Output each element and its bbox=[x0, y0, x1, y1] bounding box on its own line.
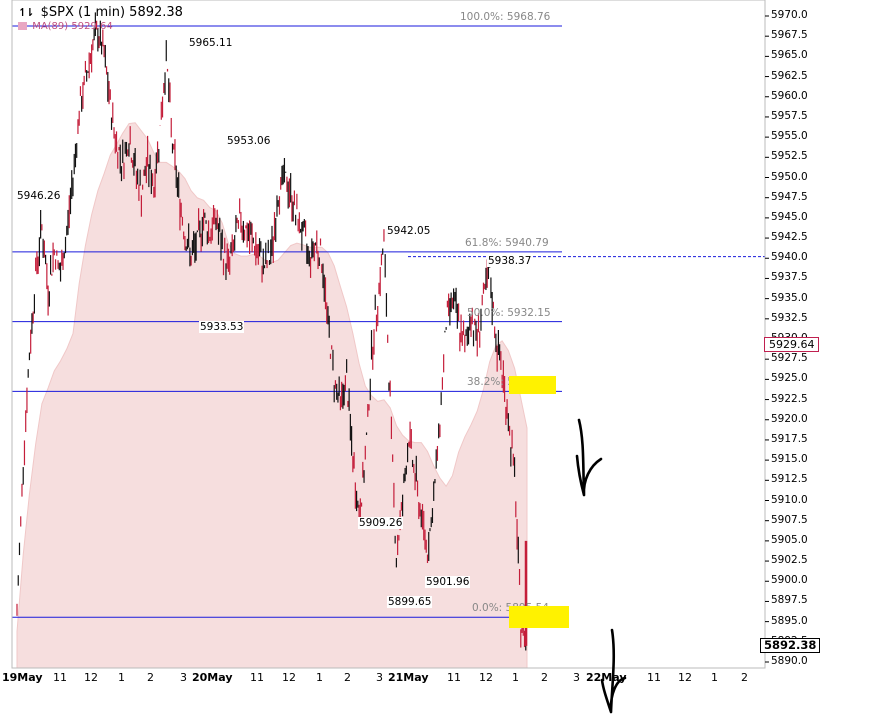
down-arrow-1 bbox=[575, 418, 603, 497]
fib-label-0: 100.0%: 5968.76 bbox=[460, 11, 551, 23]
y-tick-label: 5915.0 bbox=[771, 453, 808, 466]
x-tick-label: 3 bbox=[573, 671, 580, 684]
x-tick-label: 19May bbox=[2, 671, 43, 684]
x-tick-label: 11 bbox=[250, 671, 264, 684]
axes bbox=[11, 0, 769, 669]
x-tick-label: 11 bbox=[53, 671, 67, 684]
plot-frame bbox=[11, 0, 766, 669]
x-tick-label: 2 bbox=[541, 671, 548, 684]
y-tick-label: 5900.0 bbox=[771, 574, 808, 587]
y-tick-label: 5945.0 bbox=[771, 210, 808, 223]
x-tick-label: 12 bbox=[282, 671, 296, 684]
last-price-tag-value: 5892.38 bbox=[764, 638, 817, 652]
price-annotation: 5946.26 bbox=[16, 190, 62, 202]
price-annotation: 5909.26 bbox=[358, 517, 404, 529]
y-tick-label: 5960.0 bbox=[771, 89, 808, 102]
x-tick-label: 20May bbox=[192, 671, 233, 684]
price-annotation: 5938.37 bbox=[487, 255, 533, 267]
y-tick-label: 5890.0 bbox=[771, 655, 808, 667]
x-tick-label: 12 bbox=[479, 671, 493, 684]
price-annotation: 5933.53 bbox=[199, 321, 245, 333]
highlight-38 bbox=[509, 376, 556, 394]
ma-area bbox=[16, 122, 528, 669]
x-tick-label: 2 bbox=[741, 671, 748, 684]
y-tick-label: 5927.5 bbox=[771, 352, 808, 365]
y-tick-label: 5895.0 bbox=[771, 614, 808, 627]
chart-title: $SPX (1 min) 5892.38 bbox=[40, 5, 183, 20]
y-tick-label: 5932.5 bbox=[771, 311, 808, 324]
y-tick-label: 5907.5 bbox=[771, 513, 808, 526]
y-tick-label: 5942.5 bbox=[771, 231, 808, 244]
ma-price-tag: 5929.64 bbox=[764, 337, 819, 352]
x-tick-label: 1 bbox=[118, 671, 125, 684]
y-tick-label: 5970.0 bbox=[771, 9, 808, 21]
y-tick-label: 5922.5 bbox=[771, 392, 808, 405]
hand-drawn-arrows bbox=[575, 418, 627, 714]
y-tick-label: 5920.0 bbox=[771, 412, 808, 425]
x-tick-label: 1 bbox=[711, 671, 718, 684]
price-annotation: 5953.06 bbox=[226, 135, 272, 147]
x-tick-label: 12 bbox=[84, 671, 98, 684]
y-tick-label: 5937.5 bbox=[771, 271, 808, 284]
highlight-0 bbox=[509, 606, 569, 628]
x-tick-label: 1 bbox=[512, 671, 519, 684]
x-tick-label: 3 bbox=[376, 671, 383, 684]
ma-legend: MA(89) 5929.64 bbox=[18, 21, 113, 32]
x-tick-label: 2 bbox=[147, 671, 154, 684]
y-tick-label: 5897.5 bbox=[771, 594, 808, 607]
y-tick-label: 5962.5 bbox=[771, 69, 808, 82]
last-price-tag: 5892.38 bbox=[760, 638, 821, 653]
down-arrow-2 bbox=[600, 628, 627, 714]
price-annotation: 5965.11 bbox=[188, 37, 234, 49]
chart-header: ↿⇂ $SPX (1 min) 5892.38 bbox=[18, 5, 183, 20]
ma-legend-label: MA(89) 5929.64 bbox=[32, 21, 113, 32]
y-tick-label: 5950.0 bbox=[771, 170, 808, 183]
y-tick-label: 5965.0 bbox=[771, 49, 808, 62]
ma-swatch bbox=[18, 22, 27, 30]
y-tick-label: 5957.5 bbox=[771, 109, 808, 122]
y-tick-label: 5940.0 bbox=[771, 251, 808, 264]
x-tick-label: 2 bbox=[344, 671, 351, 684]
x-tick-label: 1 bbox=[316, 671, 323, 684]
x-tick-label: 12 bbox=[678, 671, 692, 684]
fib-label-2: 50.0%: 5932.15 bbox=[467, 306, 551, 319]
y-tick-label: 5905.0 bbox=[771, 533, 808, 546]
y-tick-label: 5935.0 bbox=[771, 291, 808, 304]
x-tick-label: 11 bbox=[447, 671, 461, 684]
price-annotation: 5899.65 bbox=[387, 596, 433, 608]
price-annotation: 5901.96 bbox=[425, 576, 471, 588]
candlestick-icon: ↿⇂ bbox=[18, 6, 35, 19]
fib-label-1: 61.8%: 5940.79 bbox=[465, 236, 549, 249]
x-tick-label: 3 bbox=[180, 671, 187, 684]
y-tick-label: 5925.0 bbox=[771, 372, 808, 385]
y-tick-label: 5902.5 bbox=[771, 554, 808, 567]
y-tick-label: 5947.5 bbox=[771, 190, 808, 203]
y-tick-label: 5967.5 bbox=[771, 29, 808, 42]
x-tick-label: 22May bbox=[586, 671, 627, 684]
x-tick-label: 11 bbox=[647, 671, 661, 684]
y-tick-label: 5952.5 bbox=[771, 150, 808, 163]
price-annotation: 5942.05 bbox=[386, 225, 432, 237]
x-tick-label: 21May bbox=[388, 671, 429, 684]
y-tick-label: 5912.5 bbox=[771, 473, 808, 486]
y-tick-label: 5955.0 bbox=[771, 130, 808, 143]
moving-average-area bbox=[16, 122, 528, 669]
y-tick-label: 5917.5 bbox=[771, 432, 808, 445]
ma-price-tag-value: 5929.64 bbox=[769, 338, 815, 351]
y-tick-label: 5910.0 bbox=[771, 493, 808, 506]
